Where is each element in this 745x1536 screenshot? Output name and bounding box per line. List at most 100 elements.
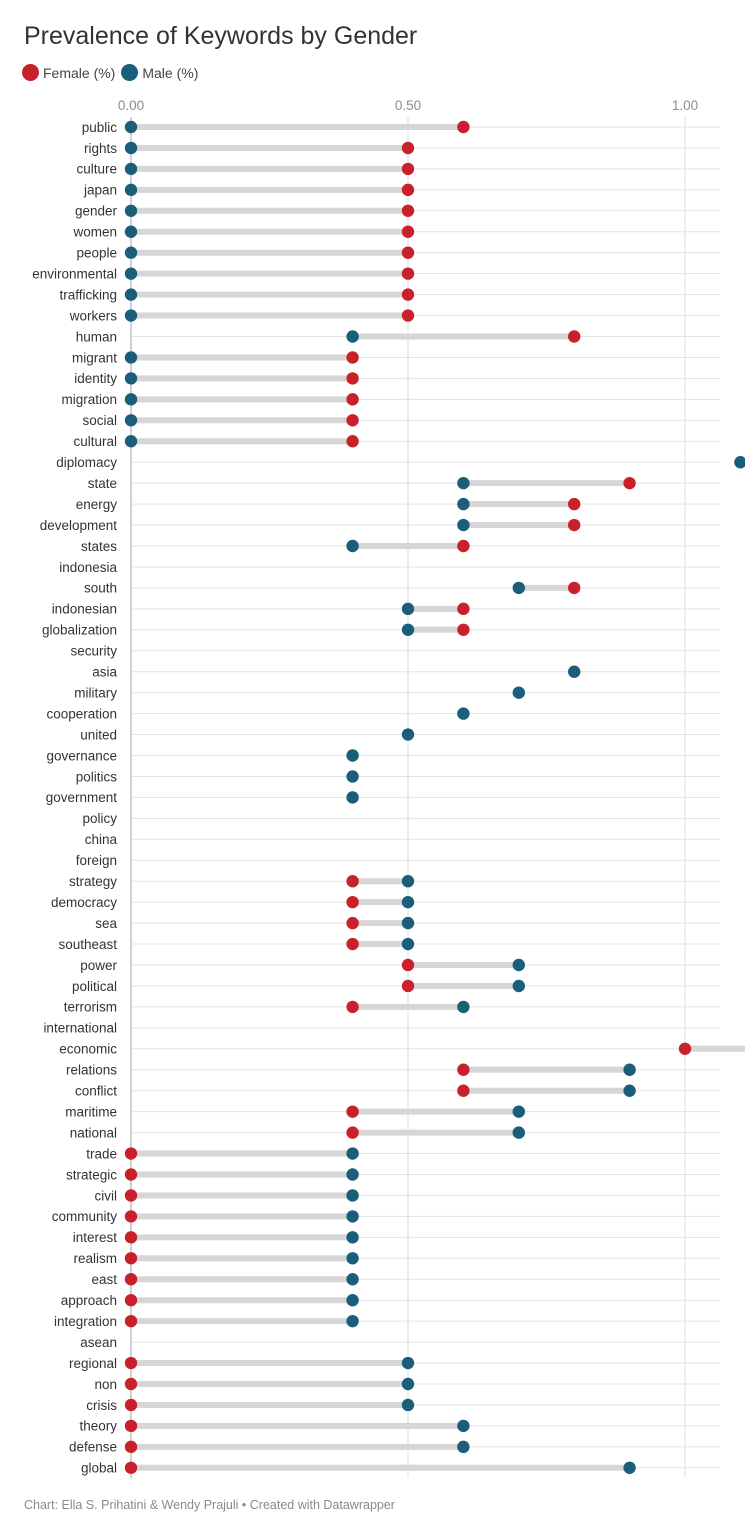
female-dot [623,476,636,490]
row-label: united [80,727,117,742]
female-dot [401,162,415,176]
row-label: security [70,644,117,659]
legend-item-female: Female (%) [22,64,115,81]
male-dot [346,1294,359,1307]
male-dot [457,497,470,511]
male-dot [401,895,415,909]
row-label: non [94,1377,117,1392]
female-dot [346,1126,359,1139]
male-dot [568,665,581,678]
male-dot [457,1440,470,1454]
male-dot [124,414,138,427]
female-dot [124,1168,138,1181]
row-label: identity [74,371,117,386]
female-dot [124,1440,138,1454]
row-label: democracy [51,895,117,910]
row-label: indonesian [52,602,117,617]
row-label: foreign [76,853,117,868]
row-label: globalization [42,623,117,638]
male-dot [512,1105,525,1118]
row-label: environmental [32,266,117,281]
female-dot [346,937,359,951]
row-label: social [82,413,117,428]
male-dot [346,1189,359,1202]
male-dot [346,791,359,804]
female-dot [124,1252,138,1265]
row-label: relations [66,1063,117,1078]
legend-female-swatch [22,64,39,81]
male-dot [457,518,470,532]
male-dot [401,875,415,888]
female-dot [401,204,415,217]
legend-female-label: Female (%) [43,64,116,81]
male-dot [401,916,415,930]
female-dot [124,1377,138,1391]
male-dot [457,476,470,490]
chart-title: Prevalence of Keywords by Gender [24,22,418,50]
legend-male-label: Male (%) [142,64,199,81]
row-label: theory [79,1419,117,1434]
row-label: human [76,329,117,344]
male-dot [124,267,138,280]
male-dot [346,1273,359,1286]
male-dot [124,288,138,301]
row-label: defense [69,1440,117,1455]
male-dot [401,937,415,951]
row-label: government [46,790,118,805]
male-dot [401,623,415,636]
male-dot [401,1398,415,1412]
female-dot [346,916,359,930]
female-dot [568,518,581,532]
female-dot [401,979,415,993]
female-dot [568,330,581,343]
row-label: women [72,225,117,240]
male-dot [124,225,138,238]
female-dot [346,1000,359,1014]
male-dot [401,1356,415,1370]
male-dot [346,1314,359,1328]
row-label: southeast [58,937,117,952]
legend: Female (%) Male (%) [22,64,204,81]
row-label: strategy [69,874,117,889]
male-dot [734,456,745,469]
female-dot [124,1356,138,1370]
row-label: military [74,685,117,700]
x-tick-label: 0.50 [395,98,421,113]
female-dot [346,393,359,406]
female-dot [678,1042,692,1056]
row-label: development [40,518,118,533]
male-dot [623,1063,636,1076]
female-dot [346,895,359,909]
female-dot [124,1294,138,1307]
row-label: states [81,539,117,554]
female-dot [124,1314,138,1328]
row-label: diplomacy [56,455,117,470]
male-dot [512,686,525,699]
row-label: culture [76,162,117,177]
row-label: migration [61,392,117,407]
male-dot [401,602,415,616]
row-label: asia [92,665,117,680]
male-dot [401,728,415,741]
male-dot [124,435,138,448]
female-dot [401,267,415,280]
female-dot [124,1398,138,1412]
row-label: japan [83,183,117,198]
male-dot [124,246,138,259]
row-label: cooperation [46,706,117,721]
row-label: trade [86,1146,117,1161]
row-label: conflict [75,1084,117,1099]
female-dot [124,1210,138,1223]
row-label: workers [69,308,118,323]
male-dot [124,162,138,176]
male-dot [512,1126,525,1139]
row-label: politics [76,769,118,784]
row-label: trafficking [59,287,117,302]
x-tick-label: 0.00 [118,98,144,113]
female-dot [124,1147,138,1160]
row-label: rights [84,141,117,156]
dot-range-chart: 0.000.501.001.502.00publicrightsculturej… [32,98,745,1478]
female-dot [457,539,470,553]
female-dot [457,1084,470,1097]
row-label: sea [95,916,117,931]
